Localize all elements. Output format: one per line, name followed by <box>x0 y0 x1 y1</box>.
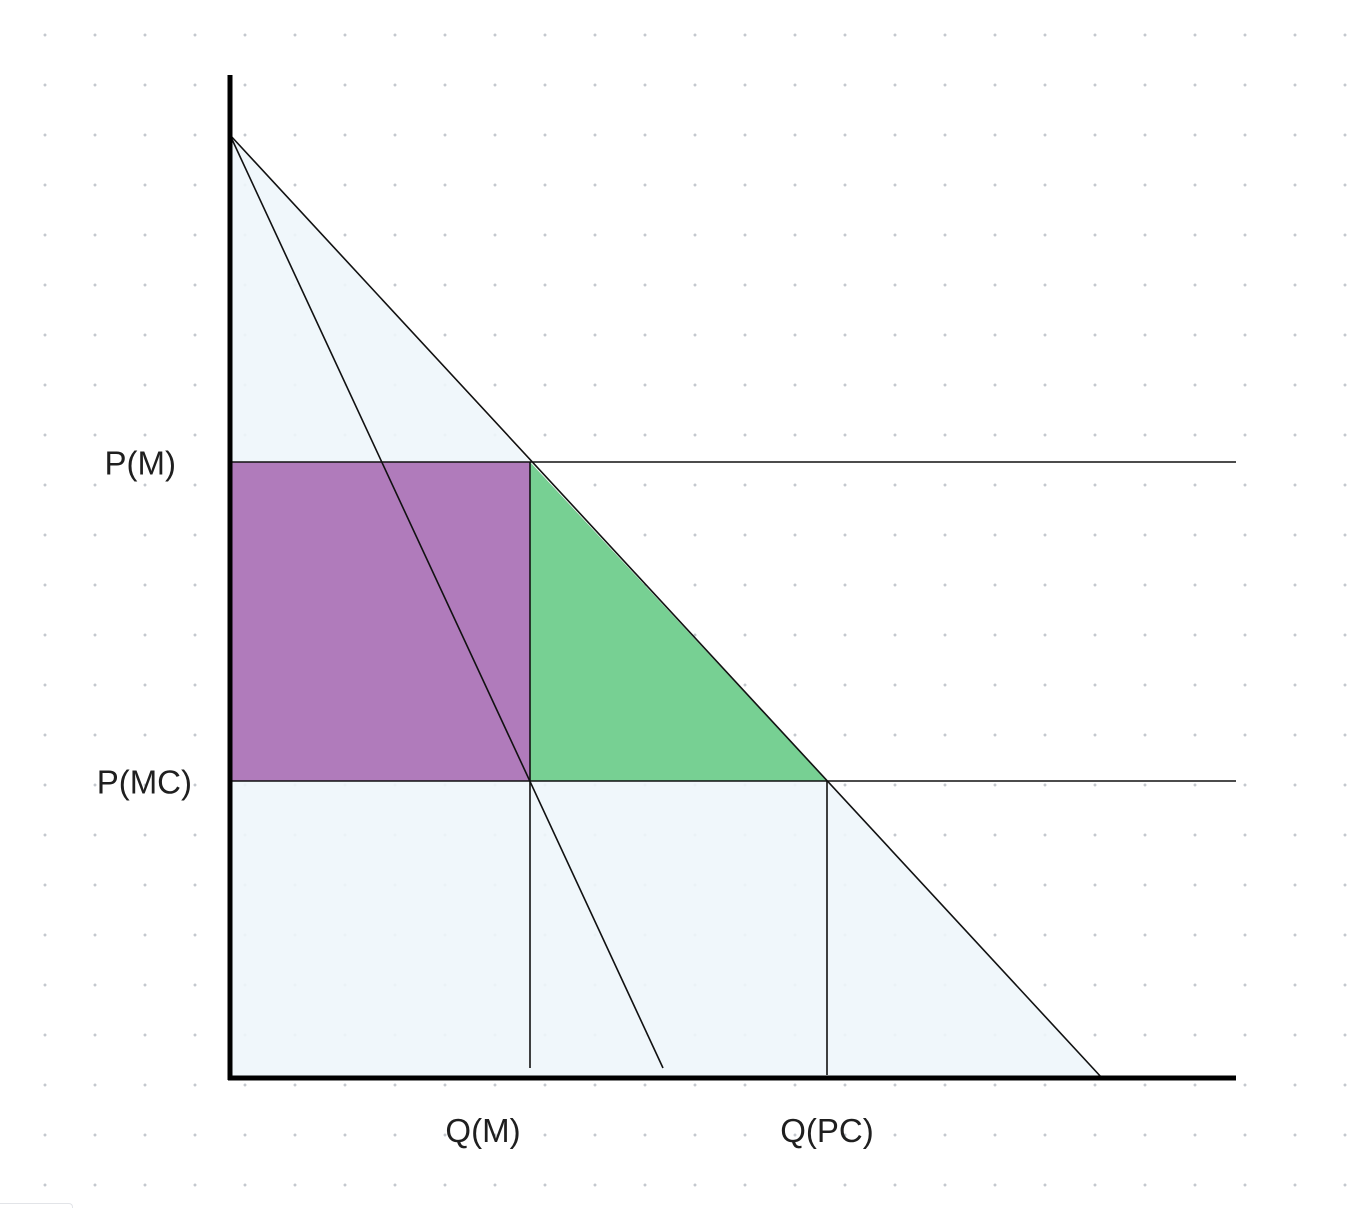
monopoly-price-label: P(M) <box>104 444 176 482</box>
producer-surplus-rect <box>230 462 530 781</box>
marginal-revenue-curve <box>229 134 664 1069</box>
monopoly-quantity-label: Q(M) <box>445 1112 521 1149</box>
corner-tab <box>0 1203 73 1208</box>
marginal-cost-price-label: P(MC) <box>96 763 192 801</box>
demand-curve <box>229 134 1103 1079</box>
area-below-marginal-cost <box>230 781 1102 1078</box>
competitive-quantity-label: Q(PC) <box>780 1112 874 1149</box>
